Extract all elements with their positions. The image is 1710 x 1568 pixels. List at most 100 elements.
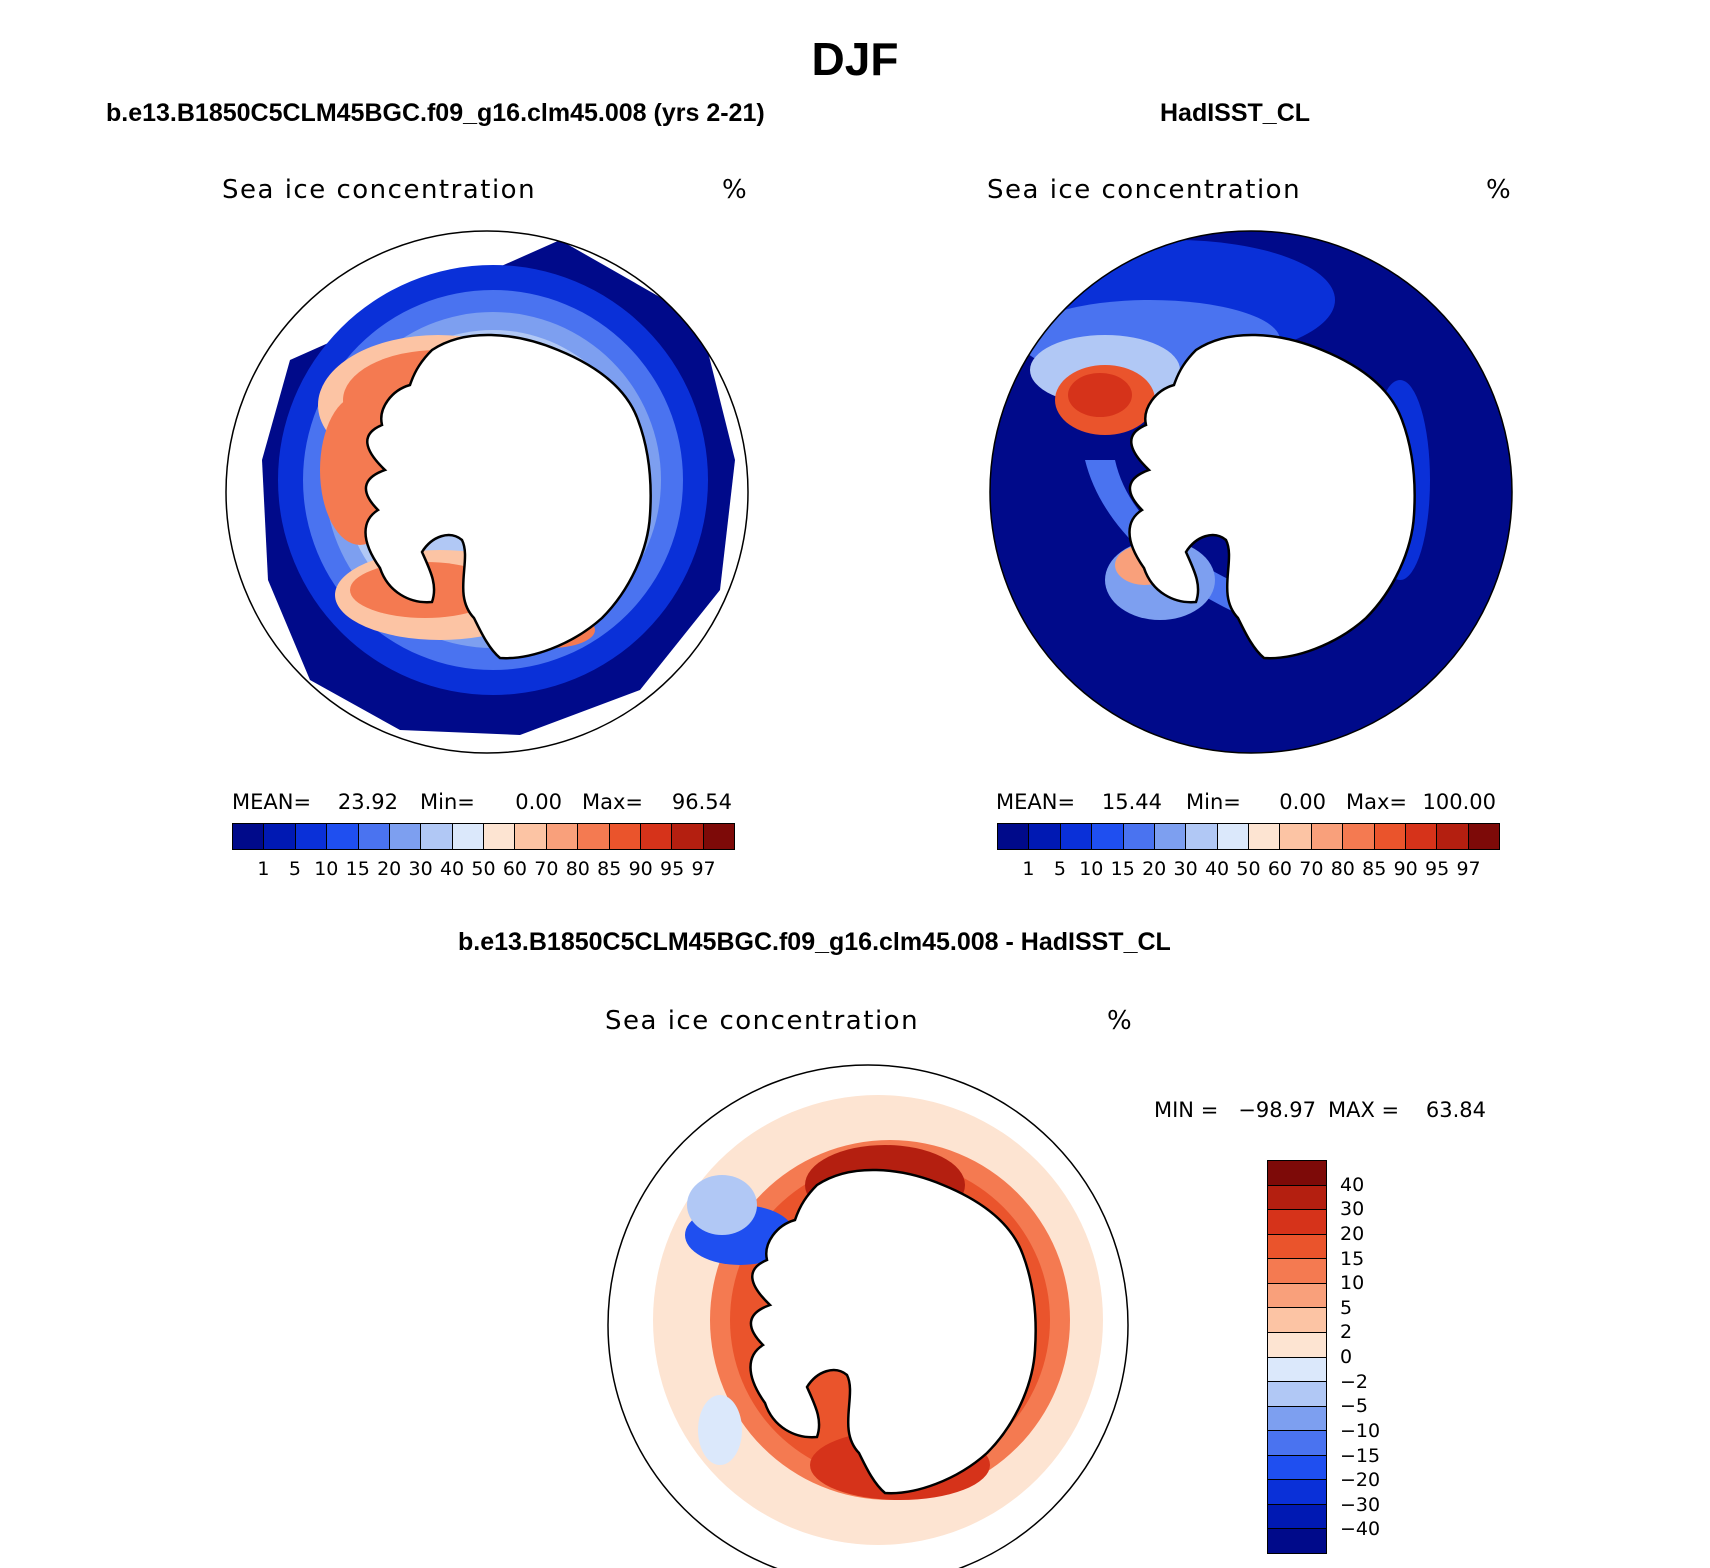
panel-1-colorbar-ticks: 1 5 10 15 20 30 40 50 60 70 80 85 90 95 97 bbox=[232, 858, 735, 882]
panel-3-colorbar-tick-label: 0 bbox=[1340, 1346, 1353, 1368]
panel-1-mean-value: 23.92 bbox=[337, 790, 398, 814]
panel-3-colorbar-swatch bbox=[1268, 1480, 1326, 1505]
panel-2-colorbar-swatch bbox=[1468, 824, 1499, 849]
panel-1-colorbar-swatch bbox=[327, 824, 359, 849]
panel-1-colorbar-tick-label: 60 bbox=[502, 858, 528, 880]
panel-1-colorbar-swatch bbox=[640, 824, 673, 849]
panel-1-colorbar-tick-label: 50 bbox=[471, 858, 496, 880]
panel-1-colorbar-swatch bbox=[358, 824, 390, 849]
panel-3-colorbar-swatch bbox=[1268, 1529, 1326, 1553]
panel-3-colorbar-tick-label: −10 bbox=[1340, 1419, 1381, 1442]
panel-1-min-value: 0.00 bbox=[515, 790, 562, 814]
panel-1-colorbar-tick-label: 5 bbox=[288, 858, 301, 880]
panel-2-colorbar-tick-label: 15 bbox=[1110, 858, 1135, 880]
panel-3-max-label: MAX = bbox=[1328, 1098, 1400, 1122]
panel-3-colorbar-tick-label: 30 bbox=[1340, 1198, 1365, 1221]
panel-3-colorbar-tick-label: −2 bbox=[1340, 1370, 1369, 1393]
panel-3-colorbar-tick-label: 10 bbox=[1340, 1272, 1365, 1295]
panel-2-colorbar-swatch bbox=[1123, 824, 1155, 849]
panel-1-colorbar-tick-label: 15 bbox=[345, 858, 370, 880]
panel-3-colorbar-swatch bbox=[1268, 1504, 1326, 1530]
panel-3-max-value: 63.84 bbox=[1425, 1098, 1486, 1122]
panel-2-max-value: 100.00 bbox=[1422, 790, 1496, 814]
panel-2-colorbar-tick-label: 97 bbox=[1456, 858, 1481, 880]
panel-3-colorbar-ticks: 40 30 20 15 10 5 2 0 −2 −5 −10 −15 −20 −30 −40 bbox=[1340, 1160, 1440, 1554]
panel-1-colorbar-swatch bbox=[421, 824, 453, 849]
panel-2-colorbar-swatch bbox=[998, 824, 1030, 849]
panel-3-colorbar-tick-label: 5 bbox=[1340, 1296, 1353, 1319]
panel-1-colorbar-tick-label: 95 bbox=[660, 858, 685, 880]
panel-3-map bbox=[608, 1065, 1128, 1568]
panel-1-colorbar-tick-label: 85 bbox=[597, 858, 622, 880]
panel-2-colorbar-swatch bbox=[1060, 824, 1093, 849]
panel-3-min-value: −98.97 bbox=[1238, 1098, 1316, 1122]
panel-2-colorbar-tick-label: 5 bbox=[1053, 858, 1066, 880]
panel-3-colorbar-swatch bbox=[1268, 1210, 1326, 1235]
panel-1-colorbar-swatch bbox=[578, 824, 610, 849]
panel-3-colorbar-tick-label: 40 bbox=[1340, 1173, 1365, 1196]
panel-1-colorbar-swatch bbox=[233, 824, 265, 849]
panel-1-colorbar-tick-label: 20 bbox=[377, 858, 402, 880]
panel-1-colorbar-swatch bbox=[546, 824, 579, 849]
panel-2-colorbar-swatch bbox=[1029, 824, 1061, 849]
panel-2-mean-value: 15.44 bbox=[1101, 790, 1162, 814]
panel-1-mean-label: MEAN= bbox=[232, 790, 312, 814]
panel-3-colorbar-tick-label: 20 bbox=[1340, 1222, 1365, 1245]
panel-2-min-value: 0.00 bbox=[1279, 790, 1326, 814]
panel-3-colorbar-swatch bbox=[1268, 1308, 1326, 1333]
panel-1-colorbar-tick-label: 10 bbox=[314, 858, 339, 880]
panel-2-colorbar-tick-label: 40 bbox=[1204, 858, 1230, 880]
panel-2-colorbar-swatch bbox=[1092, 824, 1124, 849]
panel-1-colorbar-swatch bbox=[295, 824, 328, 849]
panel-2-map bbox=[990, 231, 1512, 753]
panel-2-colorbar-tick-label: 85 bbox=[1362, 858, 1387, 880]
panel-2-colorbar-ticks: 1 5 10 15 20 30 40 50 60 70 80 85 90 95 97 bbox=[997, 858, 1500, 882]
panel-3-colorbar-tick-label: −40 bbox=[1340, 1518, 1381, 1541]
panel-1-colorbar-swatch bbox=[672, 824, 704, 849]
panel-2-colorbar bbox=[997, 823, 1500, 850]
panel-1-colorbar bbox=[232, 823, 735, 850]
panel-2-colorbar-swatch bbox=[1374, 824, 1406, 849]
panel-1-colorbar-swatch bbox=[609, 824, 641, 849]
panel-2-colorbar-swatch bbox=[1343, 824, 1375, 849]
panel-2-colorbar-swatch bbox=[1154, 824, 1187, 849]
panel-3-colorbar-tick-label: −20 bbox=[1340, 1469, 1381, 1492]
panel-2-colorbar-tick-label: 90 bbox=[1393, 858, 1418, 880]
panel-3-colorbar-swatch bbox=[1268, 1283, 1326, 1309]
panel-3-colorbar-swatch bbox=[1268, 1455, 1326, 1481]
panel-2-variable-label: Sea ice concentration bbox=[987, 175, 1302, 205]
panel-3-colorbar-tick-label: 2 bbox=[1340, 1321, 1353, 1344]
panel-3-colorbar-swatch bbox=[1268, 1357, 1326, 1383]
panel-3-colorbar-swatch bbox=[1268, 1431, 1326, 1456]
panel-2-mean-label: MEAN= bbox=[996, 790, 1076, 814]
panel-1-max-label: Max= bbox=[582, 790, 644, 814]
panel-1-colorbar-swatch bbox=[484, 824, 516, 849]
page-title: DJF bbox=[811, 33, 899, 85]
panel-3-variable-label: Sea ice concentration bbox=[605, 1006, 920, 1036]
panel-3-colorbar-swatch bbox=[1268, 1406, 1326, 1432]
panel-3-min-label: MIN = bbox=[1154, 1098, 1219, 1122]
panel-2-colorbar-tick-label: 1 bbox=[1022, 858, 1035, 880]
panel-2-colorbar-swatch bbox=[1437, 824, 1469, 849]
panel-2-colorbar-tick-label: 30 bbox=[1173, 858, 1198, 880]
panel-2-colorbar-tick-label: 20 bbox=[1142, 858, 1167, 880]
panel-2-colorbar-tick-label: 60 bbox=[1267, 858, 1293, 880]
panel-1-map bbox=[226, 231, 748, 753]
panel-3-colorbar-swatch bbox=[1268, 1161, 1326, 1186]
panel-2-colorbar-swatch bbox=[1217, 824, 1249, 849]
panel-1-variable-label: Sea ice concentration bbox=[222, 175, 537, 205]
panel-3-title: b.e13.B1850C5CLM45BGC.f09_g16.clm45.008 … bbox=[458, 928, 1171, 956]
panel-1-colorbar-swatch bbox=[452, 824, 484, 849]
panel-1-title: b.e13.B1850C5CLM45BGC.f09_g16.clm45.008 … bbox=[106, 99, 765, 127]
panel-1-colorbar-tick-label: 40 bbox=[439, 858, 465, 880]
panel-2-colorbar-swatch bbox=[1405, 824, 1438, 849]
panel-2-min-label: Min= bbox=[1186, 790, 1241, 814]
panel-2-colorbar-swatch bbox=[1311, 824, 1344, 849]
panel-1-colorbar-swatch bbox=[515, 824, 547, 849]
panel-3-colorbar-tick-label: −30 bbox=[1340, 1493, 1381, 1516]
panel-1-max-value: 96.54 bbox=[671, 790, 732, 814]
panel-2-colorbar-swatch bbox=[1280, 824, 1312, 849]
panel-3-colorbar-tick-label: 15 bbox=[1340, 1247, 1365, 1270]
panel-1-colorbar-tick-label: 90 bbox=[628, 858, 653, 880]
